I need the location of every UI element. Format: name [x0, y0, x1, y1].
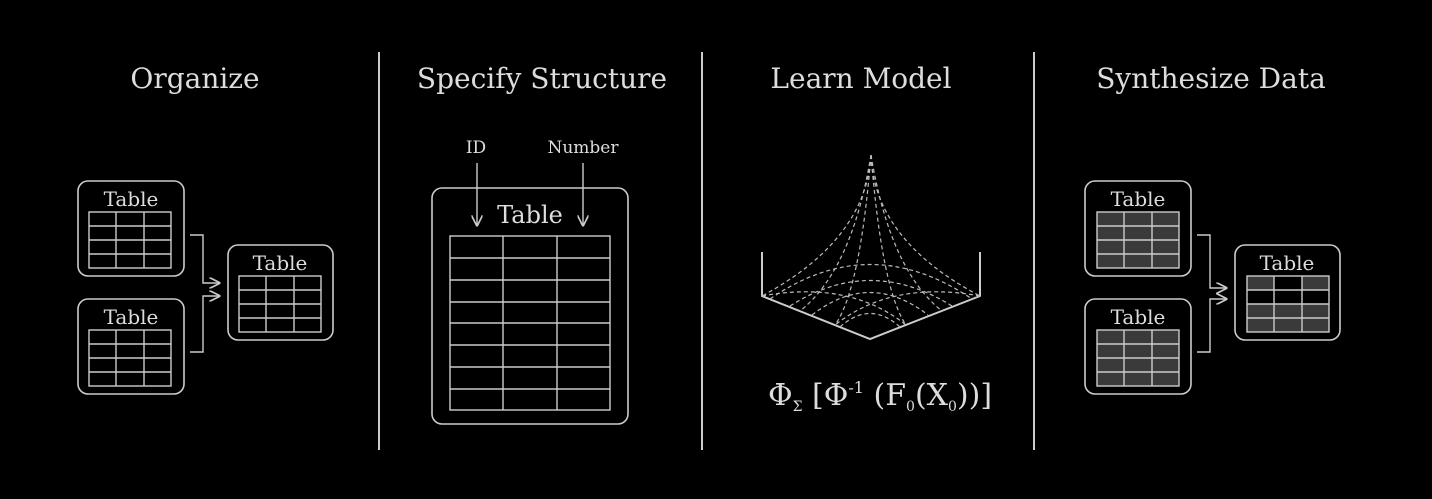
panel-title-organize: Organize: [130, 62, 260, 95]
structure-arrows: [477, 163, 583, 225]
copula-formula: ΦΣ [Φ-1 (F0(X0))]: [768, 378, 993, 415]
structure-table: Table: [431, 187, 629, 425]
panel-title-synthesize-data: Synthesize Data: [1096, 62, 1326, 95]
organize-merged-table: Table: [227, 244, 334, 341]
copula-surface-plot: [761, 154, 981, 341]
synth-connector: [1197, 234, 1226, 353]
divider-3: [1033, 52, 1035, 450]
organize-table-1-label: Table: [104, 187, 159, 211]
divider-1: [378, 52, 380, 450]
structure-table-label: Table: [497, 201, 563, 229]
synth-table-1-label: Table: [1111, 187, 1166, 211]
panel-title-learn-model: Learn Model: [770, 62, 952, 95]
organize-table-2: Table: [77, 298, 185, 395]
synth-table-2: Table: [1084, 298, 1192, 395]
synth-table-1: Table: [1084, 180, 1192, 277]
organize-table-1: Table: [77, 180, 185, 277]
organize-connector: [190, 234, 219, 353]
column-label-number: Number: [547, 138, 619, 158]
synth-table-2-label: Table: [1111, 305, 1166, 329]
column-label-id: ID: [466, 138, 486, 158]
divider-2: [701, 52, 703, 450]
organize-merged-table-label: Table: [253, 251, 308, 275]
organize-table-2-label: Table: [104, 305, 159, 329]
synth-merged-table-label: Table: [1260, 251, 1315, 275]
panel-title-specify-structure: Specify Structure: [416, 62, 668, 95]
synth-merged-table: Table: [1234, 244, 1341, 341]
